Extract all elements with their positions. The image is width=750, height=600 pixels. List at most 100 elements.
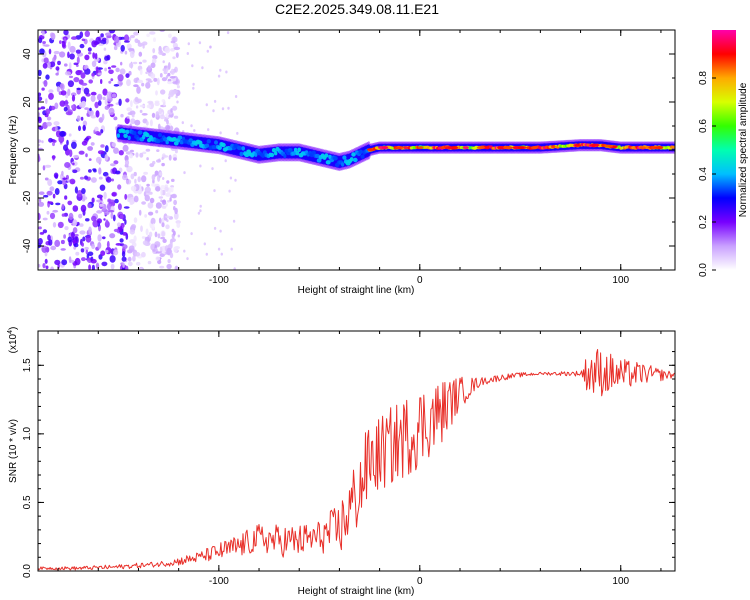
spectrogram-ridge-core (172, 137, 177, 142)
spectrogram-noise-speckle (159, 253, 165, 258)
spectrogram-noise-speckle (79, 223, 84, 227)
spectrogram-noise-speckle (121, 267, 126, 270)
spectrogram-noise-speckle (136, 261, 141, 266)
spectrogram-noise-speckle (113, 116, 118, 121)
spectrogram-noise-speckle (173, 246, 179, 253)
spectrogram-noise-speckle (97, 72, 103, 76)
spectrogram-ridge-core (254, 152, 258, 157)
spectrogram-noise-speckle (186, 257, 189, 261)
spectrogram-noise-speckle (139, 109, 143, 113)
spectrogram-noise-speckle (133, 84, 139, 88)
spectrogram-noise-speckle (176, 85, 180, 89)
spectrogram-noise-speckle (217, 74, 221, 78)
spectrogram-noise-speckle (38, 107, 42, 110)
spectrogram-ridge-peak (450, 146, 459, 150)
colorbar: 0.0 0.2 0.4 0.6 0.8 Normalized spectral ampl… (698, 30, 749, 277)
spectrogram-noise-speckle (59, 100, 66, 107)
spectrogram-noise-speckle (142, 59, 147, 63)
spectrogram-noise-speckle (49, 186, 55, 192)
spectrogram-noise-speckle (158, 217, 162, 224)
spectrogram-noise-speckle (114, 198, 119, 204)
snr-multiplier-close: ) (8, 327, 19, 330)
spectrogram-noise-speckle (137, 79, 144, 84)
spectrogram-noise-speckle (167, 62, 171, 70)
spectrogram-noise-speckle (234, 95, 238, 98)
spectrogram-noise-speckle (72, 205, 79, 212)
snr-ytick-label: 1.0 (22, 426, 33, 440)
spectrogram-ridge-core (142, 134, 146, 140)
spectrogram-noise-speckle (154, 231, 158, 238)
spectrogram-noise-speckle (79, 230, 86, 235)
spectrogram-noise-speckle (63, 106, 68, 112)
spectrogram-noise-speckle (81, 38, 86, 42)
spectrogram-noise-speckle (170, 185, 175, 188)
snr-multiplier-base: (x10 (8, 333, 19, 353)
spectrogram-noise-speckle (95, 131, 101, 136)
spectrogram-ytick-label: -40 (22, 238, 33, 253)
spectrogram-noise-speckle (118, 98, 122, 107)
spectrogram-noise-speckle (232, 219, 236, 223)
spectrogram-noise-speckle (146, 157, 149, 161)
spectrogram-noise-speckle (41, 140, 44, 144)
spectrogram-noise-speckle (117, 203, 122, 211)
spectrogram-noise-speckle (76, 115, 81, 122)
spectrogram-noise-speckle (108, 80, 112, 84)
spectrogram-noise-speckle (219, 68, 222, 72)
spectrogram-ridge-core (341, 162, 345, 167)
spectrogram-noise-speckle (211, 167, 214, 171)
spectrogram-noise-speckle (129, 153, 134, 159)
spectrogram-noise-speckle (186, 52, 189, 55)
spectrogram-ridge-peak (574, 143, 582, 147)
spectrogram-noise-speckle (75, 251, 80, 256)
spectrogram-ytick-label: -20 (22, 190, 33, 205)
spectrogram-noise-speckle (64, 71, 71, 76)
spectrogram-noise-speckle (169, 241, 173, 248)
spectrogram-noise-speckle (91, 243, 95, 249)
spectrogram-noise-speckle (139, 152, 144, 158)
spectrogram-noise-speckle (96, 210, 101, 214)
spectrogram-noise-speckle (192, 82, 195, 86)
spectrogram-ridge-core (287, 148, 293, 153)
spectrogram-noise-speckle (38, 69, 42, 77)
snr-xtick-label: 0 (417, 576, 423, 587)
spectrogram-noise-speckle (149, 31, 156, 35)
spectrogram-noise-speckle (82, 236, 86, 242)
spectrogram-noise-speckle (120, 113, 124, 118)
spectrogram-ridge-core (261, 153, 266, 158)
spectrogram-noise-speckle (157, 233, 161, 239)
spectrogram-ridge-peak (589, 143, 600, 147)
spectrogram-noise-speckle (161, 157, 164, 160)
spectrogram-noise-speckle (60, 239, 65, 245)
spectrogram-noise-speckle (55, 72, 59, 76)
spectrogram-noise-speckle (38, 116, 42, 124)
spectrogram-noise-speckle (217, 247, 221, 251)
spectrogram-noise-speckle (124, 193, 128, 200)
spectrogram-noise-speckle (76, 87, 81, 91)
spectrogram-noise-speckle (130, 118, 136, 125)
spectrogram-noise-speckle (201, 66, 204, 70)
spectrogram-noise-speckle (91, 215, 97, 222)
spectrogram-ridge-peak (382, 146, 388, 150)
spectrogram-noise-speckle (162, 238, 167, 243)
spectrogram-noise-speckle (141, 236, 146, 239)
spectrogram-noise-speckle (67, 41, 71, 50)
spectrogram-noise-speckle (101, 113, 105, 121)
spectrogram-noise-speckle (72, 154, 80, 159)
spectrogram-noise-speckle (139, 104, 146, 108)
spectrogram-ridge-core (179, 140, 184, 145)
spectrogram-noise-speckle (98, 43, 104, 46)
spectrogram-noise-speckle (81, 86, 84, 91)
spectrogram-ridge-core (351, 152, 356, 157)
snr-panel: -100 0 100 0.0 0.5 1.0 1.5 Height of straight … (7, 327, 676, 597)
spectrogram-noise-speckle (125, 265, 129, 270)
spectrogram-noise-speckle (82, 120, 88, 127)
spectrogram-noise-speckle (158, 107, 163, 115)
spectrogram-noise-speckle (141, 201, 147, 205)
spectrogram-noise-speckle (124, 40, 130, 43)
spectrogram-noise-speckle (103, 47, 107, 51)
spectrogram-noise-speckle (161, 162, 165, 167)
spectrogram-noise-speckle (48, 48, 52, 55)
spectrogram-noise-speckle (112, 214, 116, 222)
spectrogram-noise-speckle (42, 217, 48, 221)
spectrogram-ticks: -100 0 100 -40 -20 0 20 40 (22, 29, 675, 286)
